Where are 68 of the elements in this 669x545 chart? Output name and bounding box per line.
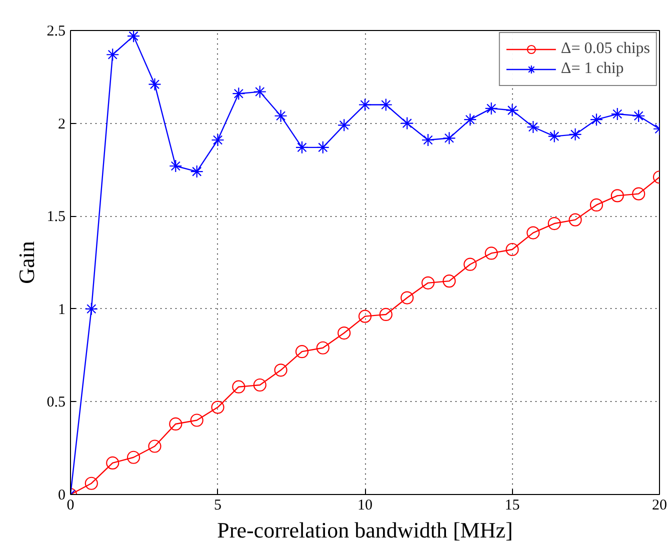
point — [148, 78, 162, 91]
point — [568, 213, 582, 226]
point — [358, 310, 372, 323]
y-tick-label: 1.5 — [46, 209, 66, 226]
y-tick-label: 0 — [58, 488, 66, 504]
point — [126, 450, 140, 464]
point — [610, 189, 624, 202]
point — [421, 133, 435, 147]
point — [610, 107, 624, 121]
point — [506, 104, 519, 117]
point — [400, 291, 414, 304]
point — [106, 48, 120, 62]
x-axis-title: Pre-correlation bandwidth [MHz] — [217, 518, 513, 542]
point — [169, 417, 182, 431]
point — [442, 132, 456, 145]
point — [295, 140, 309, 154]
y-tick-label: 0.5 — [46, 394, 66, 411]
point — [379, 308, 392, 322]
point — [632, 109, 646, 122]
point — [232, 380, 246, 394]
point — [400, 116, 414, 130]
point — [190, 414, 204, 427]
point — [84, 476, 98, 490]
point — [190, 165, 204, 178]
point — [590, 113, 604, 126]
x-tick-label: 10 — [358, 498, 372, 514]
y-tick-label: 2.5 — [46, 24, 66, 40]
point — [484, 246, 498, 260]
point — [421, 276, 435, 290]
point — [548, 130, 561, 143]
point — [148, 440, 162, 453]
y-tick-label: 1 — [58, 302, 66, 318]
point — [590, 198, 604, 212]
y-axis-title: Gain — [14, 241, 39, 284]
point — [232, 87, 246, 100]
point — [358, 98, 372, 112]
x-tick-label: 20 — [652, 498, 667, 514]
point — [253, 85, 266, 98]
point — [274, 364, 288, 377]
point — [338, 326, 351, 340]
point — [295, 345, 309, 358]
point — [338, 118, 351, 132]
point — [442, 274, 456, 288]
point — [253, 378, 266, 392]
point — [316, 341, 330, 354]
point — [526, 226, 540, 240]
point — [211, 133, 224, 147]
point — [464, 258, 477, 271]
x-tick-label: 5 — [214, 498, 222, 514]
point — [484, 102, 498, 115]
point — [548, 216, 561, 230]
point — [84, 302, 98, 316]
point — [632, 187, 646, 200]
legend-label: Δ= 1 chip — [560, 60, 624, 78]
point — [506, 242, 519, 256]
point — [106, 456, 120, 470]
point — [464, 113, 477, 126]
point — [126, 30, 140, 43]
y-tick-label: 2 — [58, 116, 66, 132]
x-tick-label: 15 — [504, 498, 520, 514]
point — [379, 98, 392, 112]
point — [274, 109, 288, 122]
legend-label: Δ= 0.05 chips — [560, 40, 650, 58]
point — [316, 140, 330, 154]
point — [169, 159, 182, 173]
point — [211, 400, 224, 414]
point — [526, 120, 540, 134]
point — [568, 128, 582, 141]
